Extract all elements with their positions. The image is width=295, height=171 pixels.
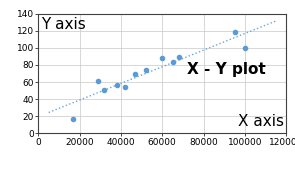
Point <box>96 80 101 83</box>
Text: X axis: X axis <box>238 114 284 129</box>
Point <box>242 47 247 49</box>
Point <box>170 60 175 63</box>
Point <box>71 117 76 120</box>
Point <box>160 57 165 60</box>
Point <box>143 69 148 71</box>
Point <box>133 73 138 76</box>
Text: Y axis: Y axis <box>41 17 86 32</box>
Point <box>102 88 107 91</box>
Point <box>114 83 119 86</box>
Point <box>123 86 127 89</box>
Point <box>176 56 181 59</box>
Point <box>232 31 237 34</box>
Text: X - Y plot: X - Y plot <box>187 62 266 77</box>
